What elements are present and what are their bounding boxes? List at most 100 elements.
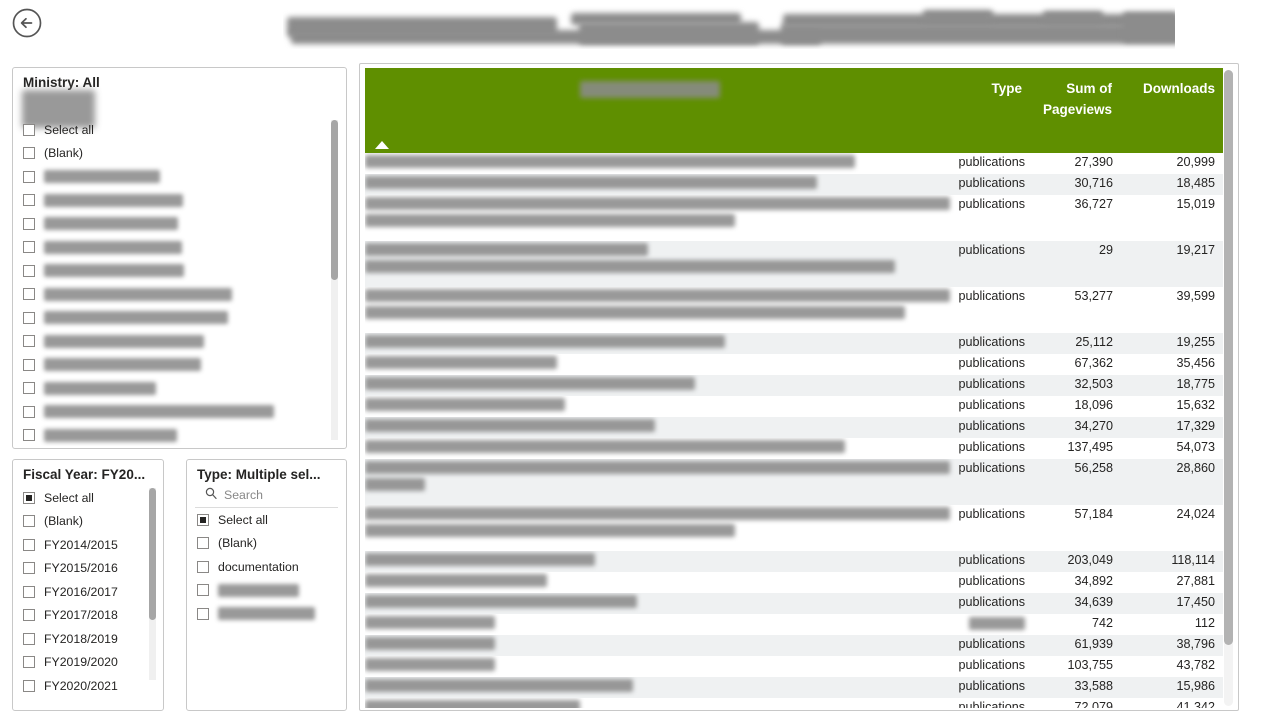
table-row[interactable]: publications 203,049 118,114	[365, 551, 1223, 572]
table-row[interactable]: publications 34,639 17,450	[365, 593, 1223, 614]
checkbox-icon[interactable]	[23, 405, 35, 418]
slicer-ministry-item[interactable]	[13, 236, 348, 260]
slicer-fiscal-year-item[interactable]: FY2015/2016	[13, 557, 165, 581]
table-row[interactable]: publications 34,892 27,881	[365, 572, 1223, 593]
column-header-downloads[interactable]: Downloads	[1142, 81, 1215, 96]
slicer-ministry-scroll-track[interactable]	[331, 120, 338, 440]
checkbox-icon[interactable]	[23, 358, 35, 371]
redaction-bar	[365, 524, 735, 537]
checkbox-icon[interactable]	[197, 513, 209, 526]
slicer-ministry-list[interactable]: Select all (Blank)	[13, 118, 348, 446]
slicer-ministry-item[interactable]	[13, 165, 348, 189]
slicer-fiscal-year-item[interactable]: FY2020/2021	[13, 674, 165, 698]
table-row[interactable]: publications 57,184 24,024	[365, 505, 1223, 551]
table-scroll-thumb[interactable]	[1224, 70, 1233, 645]
slicer-ministry[interactable]: Ministry: All Select all (Blank)	[12, 67, 347, 449]
checkbox-icon[interactable]	[23, 562, 35, 575]
checkbox-icon[interactable]	[197, 560, 209, 573]
table-row[interactable]: publications 18,096 15,632	[365, 396, 1223, 417]
data-table-panel[interactable]: Type Sum of Pageviews Downloads publicat…	[359, 63, 1239, 711]
slicer-ministry-item[interactable]	[13, 259, 348, 283]
checkbox-icon[interactable]	[23, 147, 35, 160]
table-row[interactable]: publications 25,112 19,255	[365, 333, 1223, 354]
checkbox-icon[interactable]	[23, 515, 35, 528]
checkbox-icon[interactable]	[23, 429, 35, 442]
table-row[interactable]: publications 72,079 41,342	[365, 698, 1223, 708]
slicer-ministry-item[interactable]	[13, 377, 348, 401]
table-row[interactable]: publications 30,716 18,485	[365, 174, 1223, 195]
slicer-ministry-item[interactable]	[13, 189, 348, 213]
table-row[interactable]: publications 56,258 28,860	[365, 459, 1223, 505]
slicer-type-item[interactable]	[187, 602, 348, 626]
checkbox-icon[interactable]	[23, 382, 35, 395]
slicer-ministry-item[interactable]: (Blank)	[13, 142, 348, 166]
checkbox-icon[interactable]	[23, 170, 35, 183]
cell-sum-pageviews: 30,716	[1074, 176, 1113, 190]
cell-type: publications	[958, 461, 1025, 475]
table-row[interactable]: publications 61,939 38,796	[365, 635, 1223, 656]
table-row[interactable]: publications 27,390 20,999	[365, 153, 1223, 174]
slicer-fiscal-year-list[interactable]: Select all (Blank) FY2014/2015 FY2015/2016 F…	[13, 486, 165, 708]
slicer-type-item[interactable]: Select all	[187, 508, 348, 532]
checkbox-icon[interactable]	[23, 335, 35, 348]
checkbox-icon[interactable]	[23, 585, 35, 598]
slicer-ministry-item[interactable]	[13, 330, 348, 354]
checkbox-icon[interactable]	[23, 538, 35, 551]
checkbox-icon[interactable]	[23, 679, 35, 692]
column-header-name[interactable]	[365, 78, 955, 99]
checkbox-icon[interactable]	[23, 123, 35, 136]
checkbox-icon[interactable]	[197, 584, 209, 597]
slicer-ministry-item[interactable]: Select all	[13, 118, 348, 142]
checkbox-icon[interactable]	[23, 609, 35, 622]
slicer-ministry-item[interactable]	[13, 424, 348, 447]
checkbox-icon[interactable]	[23, 264, 35, 277]
slicer-type-item[interactable]: documentation	[187, 555, 348, 579]
table-row[interactable]: publications 103,755 43,782	[365, 656, 1223, 677]
checkbox-icon[interactable]	[23, 491, 35, 504]
sort-ascending-icon[interactable]	[375, 141, 389, 149]
slicer-ministry-item[interactable]	[13, 283, 348, 307]
slicer-fiscal-year-item[interactable]: FY2014/2015	[13, 533, 165, 557]
slicer-type-title: Type: Multiple sel...	[197, 467, 321, 482]
checkbox-icon[interactable]	[23, 241, 35, 254]
table-row[interactable]: publications 67,362 35,456	[365, 354, 1223, 375]
slicer-fiscal-year-item[interactable]: (Blank)	[13, 510, 165, 534]
slicer-fiscal-year-item[interactable]: FY2017/2018	[13, 604, 165, 628]
table-row[interactable]: publications 33,588 15,986	[365, 677, 1223, 698]
slicer-ministry-item[interactable]	[13, 212, 348, 236]
checkbox-icon[interactable]	[197, 607, 209, 620]
slicer-type[interactable]: Type: Multiple sel... Search Select all (…	[186, 459, 347, 711]
checkbox-icon[interactable]	[23, 311, 35, 324]
column-header-type[interactable]: Type	[991, 81, 1022, 96]
slicer-ministry-scroll-thumb[interactable]	[331, 120, 338, 280]
checkbox-icon[interactable]	[23, 288, 35, 301]
table-row[interactable]: publications 29 19,217	[365, 241, 1223, 287]
slicer-type-search-row[interactable]: Search	[195, 484, 338, 508]
table-row[interactable]: publications 53,277 39,599	[365, 287, 1223, 333]
table-row[interactable]: 742 112	[365, 614, 1223, 635]
slicer-type-item[interactable]: (Blank)	[187, 532, 348, 556]
table-row[interactable]: publications 34,270 17,329	[365, 417, 1223, 438]
slicer-fiscal-year-item[interactable]: Select all	[13, 486, 165, 510]
slicer-fiscal-year[interactable]: Fiscal Year: FY20... Select all (Blank) FY…	[12, 459, 164, 711]
table-row[interactable]: publications 137,495 54,073	[365, 438, 1223, 459]
slicer-type-list[interactable]: Select all (Blank) documentation	[187, 508, 348, 706]
slicer-fiscal-year-item[interactable]: FY2019/2020	[13, 651, 165, 675]
slicer-fiscal-year-scroll-thumb[interactable]	[149, 488, 156, 620]
slicer-ministry-item[interactable]	[13, 400, 348, 424]
slicer-type-item[interactable]	[187, 579, 348, 603]
table-row[interactable]: publications 36,727 15,019	[365, 195, 1223, 241]
table-row[interactable]: publications 32,503 18,775	[365, 375, 1223, 396]
back-button[interactable]	[10, 6, 44, 40]
column-header-sum-pageviews[interactable]: Sum of Pageviews	[1042, 81, 1112, 117]
checkbox-icon[interactable]	[23, 217, 35, 230]
checkbox-icon[interactable]	[23, 656, 35, 669]
checkbox-icon[interactable]	[23, 632, 35, 645]
redaction-bar	[365, 658, 495, 671]
slicer-ministry-item[interactable]	[13, 306, 348, 330]
slicer-fiscal-year-item[interactable]: FY2018/2019	[13, 627, 165, 651]
slicer-ministry-item[interactable]	[13, 353, 348, 377]
slicer-fiscal-year-item[interactable]: FY2016/2017	[13, 580, 165, 604]
checkbox-icon[interactable]	[23, 194, 35, 207]
checkbox-icon[interactable]	[197, 537, 209, 550]
